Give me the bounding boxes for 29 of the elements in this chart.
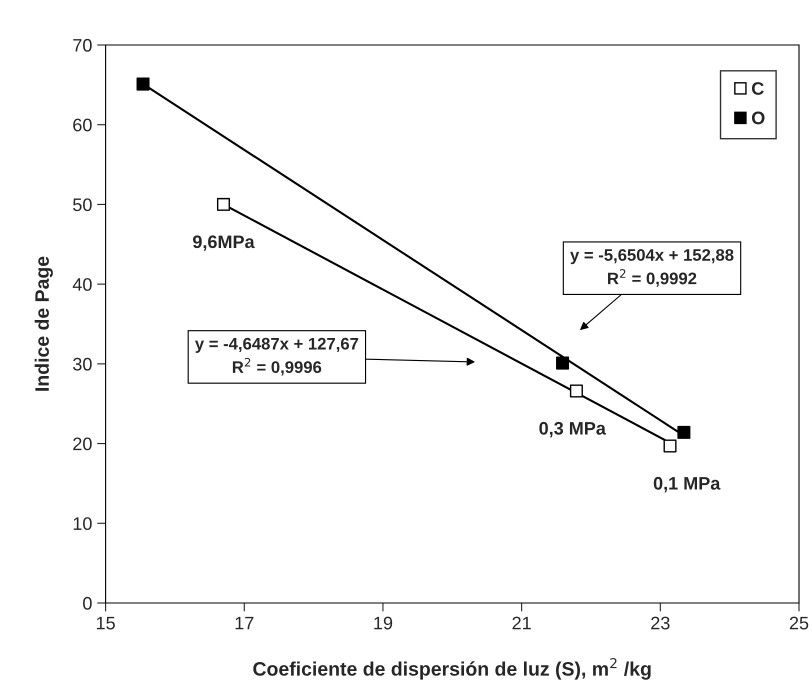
y-tick-label: 70 xyxy=(73,38,92,52)
annotation: y = -4,6487x + 127,67 R$^{2}$ = 0,9996 xyxy=(194,338,358,376)
y-tick-label: 10 xyxy=(74,517,92,530)
annotation: 9,6MPa xyxy=(192,235,255,251)
y-tick-label: 40 xyxy=(72,278,92,291)
x-tick-label: 21 xyxy=(512,616,531,630)
legend-label: O xyxy=(752,112,765,124)
point xyxy=(136,78,150,91)
y-axis-title: Indice de Page xyxy=(34,256,53,391)
legend-label: C xyxy=(752,82,764,95)
y-tick-label: 60 xyxy=(73,118,92,132)
annotation: 0,1 MPa xyxy=(654,476,720,492)
point xyxy=(216,198,230,211)
point xyxy=(664,439,677,452)
x-tick-label: 23 xyxy=(651,616,670,630)
x-tick-label: 15 xyxy=(96,616,115,630)
y-tick-label: 20 xyxy=(73,438,92,450)
point xyxy=(677,426,690,439)
x-tick-label: 17 xyxy=(236,616,254,630)
point xyxy=(570,384,583,398)
y-tick-label: 30 xyxy=(73,358,92,371)
annotation: y = -5,6504x + 152,88 R$^{2}$ = 0,9992 xyxy=(570,249,734,287)
y-tick-label: 50 xyxy=(73,198,92,212)
x-tick-label: 25 xyxy=(790,616,808,630)
x-axis-title: Coeficiente de dispersión de luz (S), m$^{2}$ /kg xyxy=(253,658,651,680)
x-tick-label: 19 xyxy=(374,616,392,630)
y-tick-label: 0 xyxy=(83,596,92,610)
annotation: 0,3 MPa xyxy=(539,422,606,438)
point xyxy=(556,356,570,370)
